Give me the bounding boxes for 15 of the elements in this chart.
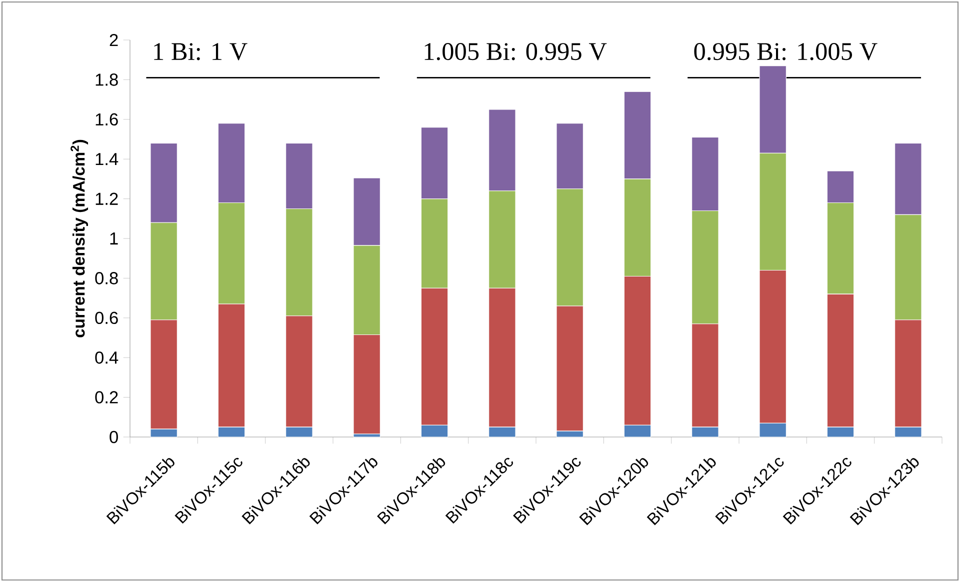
y-tick-label: 1.4 xyxy=(96,153,118,166)
annotation: 1 Bi: 1 V xyxy=(154,43,248,60)
annotation: 1.005 Bi: 0.995 V xyxy=(424,43,607,60)
y-tick-label: 0.6 xyxy=(95,312,118,324)
y-tick-label: 1.8 xyxy=(96,74,118,86)
y-tick-label: 1 xyxy=(110,232,118,244)
y-tick-label: 0.8 xyxy=(95,272,118,284)
y-axis-title: current density (mA/cm$^{2}$) xyxy=(70,140,88,338)
annotation: 0.995 Bi: 1.005 V xyxy=(694,43,878,60)
y-tick-label: 1.6 xyxy=(96,113,118,126)
y-tick-label: 0.2 xyxy=(95,391,118,404)
y-tick-label: 2 xyxy=(110,34,118,46)
y-tick-label: 0.4 xyxy=(95,351,118,364)
y-tick-label: 0 xyxy=(110,430,118,444)
y-tick-label: 1.2 xyxy=(96,192,118,205)
